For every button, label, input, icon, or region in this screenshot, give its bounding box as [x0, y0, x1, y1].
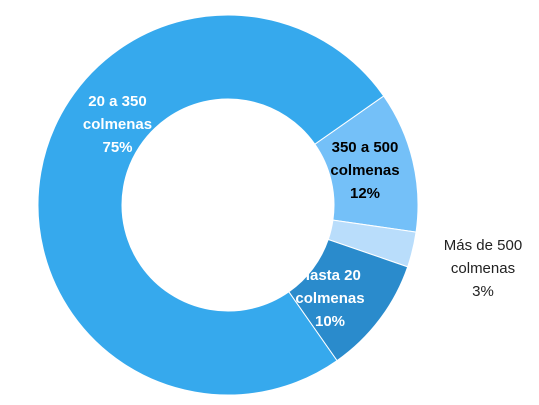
slice-label: 350 a 500 colmenas 12% [305, 136, 425, 205]
category-label: Más de 500 colmenas [443, 237, 523, 277]
slice-label: Hasta 20 colmenas 10% [280, 264, 380, 333]
category-label: Hasta 20 colmenas [295, 267, 365, 307]
slice-label: Más de 500 colmenas 3% [423, 234, 539, 303]
category-label: 350 a 500 colmenas [330, 139, 400, 179]
category-label: 20 a 350 colmenas [82, 93, 153, 133]
value-label: 75% [102, 139, 133, 156]
slice-label: 20 a 350 colmenas 75% [60, 90, 175, 159]
value-label: 10% [314, 313, 346, 330]
donut-slice [37, 14, 385, 396]
value-label: 3% [472, 283, 494, 300]
value-label: 12% [349, 185, 381, 202]
